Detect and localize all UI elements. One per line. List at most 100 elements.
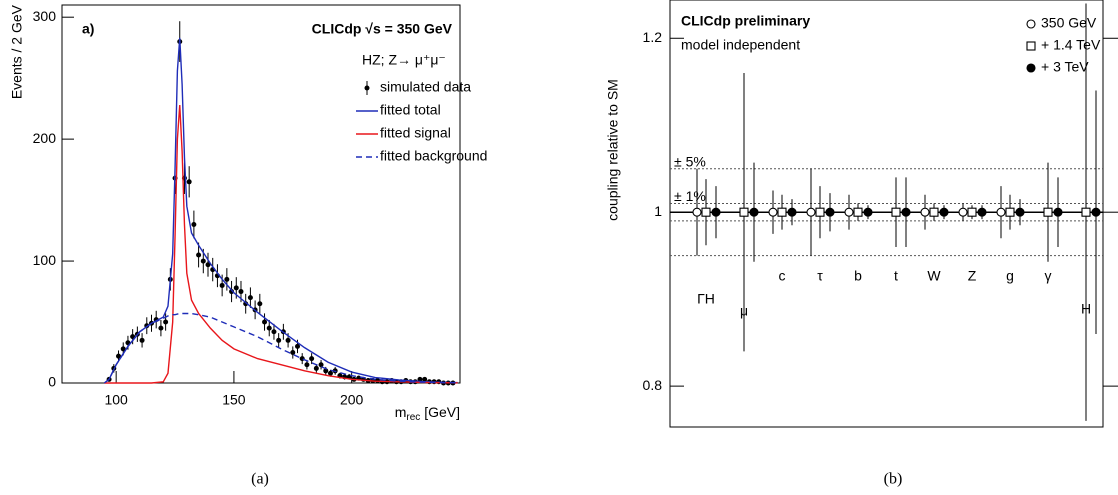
data-point — [229, 289, 235, 295]
legend-label: 350 GeV — [1041, 15, 1097, 31]
marker — [958, 207, 968, 217]
data-point — [304, 362, 310, 368]
marker — [901, 207, 911, 217]
data-point — [285, 337, 291, 343]
legend-label: + 1.4 TeV — [1041, 37, 1101, 53]
series: 350 GeV — [692, 15, 1097, 256]
legend-symbol — [1026, 19, 1036, 29]
data-point — [295, 343, 301, 349]
series: fitted signal — [104, 104, 458, 384]
marker — [844, 207, 854, 217]
y-tick-label: 0.8 — [643, 377, 663, 393]
data-point — [196, 252, 202, 258]
marker — [1091, 207, 1101, 217]
data-point — [257, 301, 263, 307]
plot-frame — [61, 4, 461, 384]
y-tick-label: 200 — [33, 130, 57, 146]
marker — [929, 207, 939, 217]
legend-label: simulated data — [380, 79, 471, 95]
marker — [891, 207, 901, 217]
annotation: CLICdp preliminary — [681, 13, 810, 29]
marker — [853, 207, 863, 217]
marker — [1053, 207, 1063, 217]
marker — [1015, 207, 1025, 217]
annotation: model independent — [681, 37, 800, 53]
marker — [749, 207, 759, 217]
y-tick-label: 300 — [33, 8, 57, 24]
marker — [967, 207, 977, 217]
marker — [692, 207, 702, 217]
x-axis-label-part: [GeV] — [420, 404, 460, 420]
marker — [768, 207, 778, 217]
series: + 1.4 TeV — [701, 3, 1101, 421]
data-point — [422, 376, 428, 382]
category-label: g — [1006, 268, 1014, 284]
x-axis-label: mrec [GeV] — [395, 404, 460, 423]
x-axis-label-part: rec — [406, 412, 420, 423]
legend-symbol — [1026, 41, 1036, 51]
data-point — [219, 282, 225, 288]
marker — [815, 207, 825, 217]
data-point — [243, 301, 249, 307]
marker — [1081, 207, 1091, 217]
x-axis-label-part: m — [395, 404, 407, 420]
annotation: HZ; Z→ μ⁺μ⁻ — [362, 52, 446, 68]
marker — [787, 207, 797, 217]
y-tick-label: 1 — [654, 203, 662, 219]
marker — [806, 207, 816, 217]
legend-symbol — [364, 85, 370, 91]
curve — [103, 312, 458, 384]
marker — [977, 207, 987, 217]
marker — [701, 207, 711, 217]
legend-label: fitted background — [380, 148, 487, 164]
data-point — [262, 319, 268, 325]
category-label: c — [779, 268, 786, 284]
data-point — [417, 376, 423, 382]
y-tick-label: 0 — [48, 374, 56, 390]
data-point — [200, 258, 206, 264]
annotation: CLICdp √s = 350 GeV — [312, 21, 453, 37]
curve — [104, 104, 458, 384]
data-point — [158, 325, 164, 331]
data-point — [238, 289, 244, 295]
series: + 3 TeV — [711, 59, 1101, 334]
data-point — [266, 325, 272, 331]
y-tick-label: 100 — [33, 252, 57, 268]
data-point — [116, 353, 122, 359]
x-tick-label: 200 — [340, 392, 364, 408]
data-point — [205, 262, 211, 268]
marker — [996, 207, 1006, 217]
marker — [1005, 207, 1015, 217]
data-point — [186, 179, 192, 185]
marker — [739, 207, 749, 217]
data-point — [271, 329, 277, 335]
data-point — [233, 285, 239, 291]
legend-label: + 3 TeV — [1041, 59, 1089, 75]
panel-label: a) — [82, 21, 94, 37]
category-label: b — [854, 268, 862, 284]
category-label: t — [894, 268, 898, 284]
marker — [939, 207, 949, 217]
category-label: W — [927, 268, 941, 284]
data-point — [318, 362, 324, 368]
tolerance-label: ± 5% — [674, 153, 706, 169]
x-tick-label: 100 — [104, 392, 128, 408]
data-point — [313, 365, 319, 371]
data-point — [224, 276, 230, 282]
data-point — [290, 350, 296, 356]
caption: (b) — [884, 471, 903, 488]
marker — [863, 207, 873, 217]
y-axis-label: coupling relative to SM — [605, 79, 621, 221]
marker — [920, 207, 930, 217]
category-label: γ — [1045, 268, 1052, 284]
data-point — [276, 337, 282, 343]
legend-symbol — [1026, 63, 1036, 73]
legend-label: fitted total — [380, 102, 441, 118]
data-point — [191, 221, 197, 227]
x-tick-label: 150 — [222, 392, 246, 408]
category-label: Z — [968, 268, 977, 284]
legend-label: fitted signal — [380, 125, 451, 141]
marker — [1043, 207, 1053, 217]
